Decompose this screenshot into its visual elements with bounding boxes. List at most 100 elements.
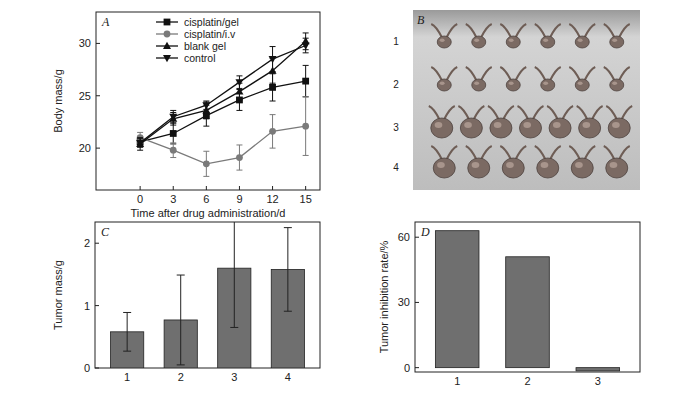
x-tick-label: 9 <box>236 193 242 205</box>
tumor-highlight <box>440 81 445 85</box>
tumor-highlight <box>474 81 479 85</box>
data-point <box>302 43 310 50</box>
data-point <box>202 102 210 109</box>
data-point <box>136 140 144 147</box>
series-line <box>140 81 306 142</box>
x-tick <box>140 186 141 190</box>
x-tick-label: 3 <box>170 193 176 205</box>
error-bar <box>170 123 176 144</box>
error-bar <box>170 110 176 123</box>
error-cap <box>270 46 276 47</box>
tumor <box>604 146 630 178</box>
tumor-body <box>608 118 630 138</box>
plot-area <box>136 33 310 176</box>
tumor <box>431 146 457 178</box>
panel-letter: A <box>101 15 110 29</box>
error-bar <box>230 222 238 327</box>
tumor-body <box>460 118 482 138</box>
legend-label: cisplatin/gel <box>184 16 239 28</box>
x-tick <box>173 186 174 190</box>
tumor-highlight <box>543 38 548 42</box>
tumor-body <box>437 36 451 48</box>
tumor-highlight <box>494 122 502 128</box>
tumor <box>458 106 484 138</box>
tumor <box>535 146 561 178</box>
photo <box>413 10 640 190</box>
tumor <box>569 67 595 91</box>
error-bar <box>137 138 143 151</box>
x-tick-label: 15 <box>300 193 312 205</box>
tumor <box>431 67 457 91</box>
tumor-body <box>520 118 542 138</box>
bar <box>576 368 620 371</box>
error-cap <box>203 176 209 177</box>
error-cap <box>203 101 209 102</box>
data-point <box>302 123 309 130</box>
error-bar <box>203 102 209 119</box>
error-cap <box>236 99 242 100</box>
error-bar <box>137 139 143 147</box>
error-cap <box>123 312 131 313</box>
error-cap <box>284 227 292 228</box>
tumor <box>431 24 457 48</box>
series-line <box>140 46 306 143</box>
tumor <box>569 146 595 178</box>
error-cap <box>230 327 238 328</box>
x-tick-label: 1 <box>124 371 130 383</box>
legend-label: cisplatin/i.v <box>184 28 236 40</box>
tumor-highlight <box>509 38 514 42</box>
data-point <box>169 114 177 121</box>
tumor <box>466 146 492 178</box>
tumor <box>535 67 561 91</box>
x-tick-label: 2 <box>178 371 184 383</box>
tumor-body <box>433 158 455 178</box>
legend-marker <box>163 55 171 62</box>
tumor-highlight <box>437 162 445 168</box>
x-tick-label: 6 <box>203 193 209 205</box>
tumor <box>488 106 514 138</box>
error-cap <box>303 32 309 33</box>
tumor-body <box>610 36 624 48</box>
data-point <box>136 140 144 147</box>
error-cap <box>270 83 276 84</box>
error-cap <box>203 118 209 119</box>
tumor-body <box>549 118 571 138</box>
tumor <box>429 106 455 138</box>
data-point <box>170 130 177 137</box>
tumor-body <box>537 158 559 178</box>
tumor-body <box>431 118 453 138</box>
error-cap <box>170 122 176 123</box>
tumor <box>466 67 492 91</box>
tumor <box>577 106 603 138</box>
data-point <box>302 78 309 85</box>
error-cap <box>236 88 242 89</box>
plot-area <box>111 222 305 368</box>
tumor <box>466 24 492 48</box>
data-point <box>235 79 243 86</box>
error-cap <box>170 157 176 158</box>
tumor <box>535 24 561 48</box>
error-bar <box>270 115 276 149</box>
error-cap <box>170 142 176 143</box>
legend-marker <box>164 19 171 26</box>
tumor-highlight <box>509 81 514 85</box>
tumor-body <box>468 158 490 178</box>
y-tick-label: 0 <box>404 362 410 374</box>
bar-chart-frame <box>95 222 320 368</box>
row-label: 3 <box>393 122 399 133</box>
error-bar <box>203 151 209 176</box>
tumor-highlight <box>472 162 480 168</box>
error-cap <box>137 132 143 133</box>
bar <box>435 231 479 368</box>
line-chart-frame <box>96 12 320 190</box>
tumor-body <box>541 79 555 91</box>
tumor-highlight <box>578 81 583 85</box>
y-tick-label: 20 <box>79 142 91 154</box>
y-tick <box>95 243 99 244</box>
error-bar <box>203 101 209 109</box>
error-stem <box>287 228 288 312</box>
tumor-body <box>610 79 624 91</box>
error-cap <box>303 38 309 39</box>
x-tick <box>206 186 207 190</box>
y-axis-label: Tumor inhibition rate/% <box>378 240 390 353</box>
